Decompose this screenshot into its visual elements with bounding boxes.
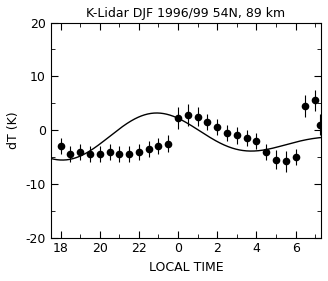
X-axis label: LOCAL TIME: LOCAL TIME (149, 261, 223, 274)
Y-axis label: dT (K): dT (K) (7, 111, 20, 149)
Title: K-Lidar DJF 1996/99 54N, 89 km: K-Lidar DJF 1996/99 54N, 89 km (86, 7, 285, 20)
